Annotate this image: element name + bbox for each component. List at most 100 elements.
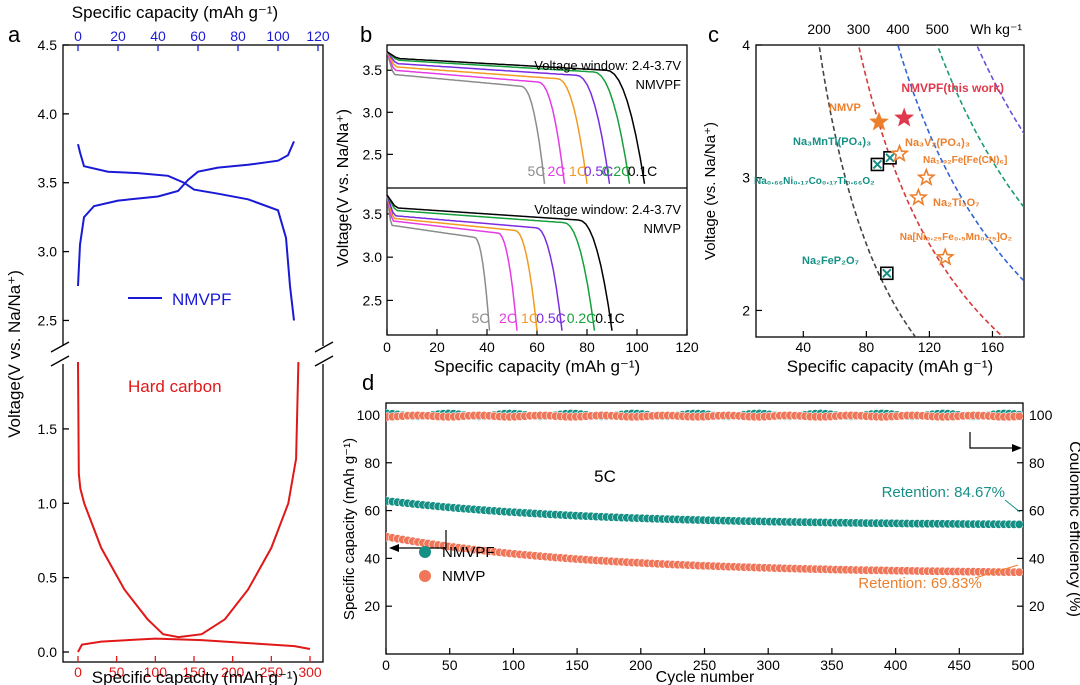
panel-a-left-axis: 2.5 3.0 3.5 4.0 4.5 0.0 0.5 1.0 1.5 xyxy=(38,37,69,660)
panel-d-rate: 5C xyxy=(594,467,616,486)
label-na2ti3o7: Na₂Ti₃O₇ xyxy=(933,197,980,209)
c-energy-tick-label: 300 xyxy=(847,21,871,37)
a-top-tick-label: 40 xyxy=(150,28,166,44)
b-x-tick-label: 40 xyxy=(479,339,495,355)
panel-b-window-top: Voltage window: 2.4-3.7V xyxy=(534,58,681,73)
b-curve-nmvpf-0.1C xyxy=(386,51,646,184)
panel-a-letter: a xyxy=(8,22,21,47)
b-y-tick-label: 2.5 xyxy=(363,292,383,308)
c-point-box-x xyxy=(885,153,895,163)
panel-d-ylabel: Specific capacity (mAh g⁻¹) xyxy=(341,438,358,620)
b-y-tick-label: 2.5 xyxy=(363,146,383,162)
retention-nmvpf-pointer xyxy=(1004,499,1021,513)
panel-a-xlabel: Specific capacity (mAh g⁻¹) xyxy=(92,668,298,685)
panel-a-ylabel: Voltage(V vs. Na/Na⁺) xyxy=(5,270,24,438)
a-bottom-tick-label: 50 xyxy=(109,664,125,680)
b-x-tick-label: 0 xyxy=(383,339,391,355)
panel-d-frame xyxy=(385,402,1024,655)
a-bottom-tick-label: 200 xyxy=(221,664,245,680)
panel-d-axes: 0 50 100 150 200 250 300 350 400 450 500 20 40 60 80 10… xyxy=(357,407,1053,673)
b-rate-label: 1C xyxy=(521,310,539,326)
b-rate-label: 0.2C xyxy=(602,163,632,179)
panel-a-top-xlabel: Specific capacity (mAh g⁻¹) xyxy=(72,3,278,22)
panel-c-point-labels: NMVPF(this work) NMVP Na₃MnTi(PO₄)₃ Na₀.… xyxy=(754,81,1012,267)
b-rate-label: 0.5C xyxy=(536,310,566,326)
b-curve-nmvpf-0.2C xyxy=(386,51,631,184)
energy-contour-600 xyxy=(975,45,1024,135)
axis-break-gap xyxy=(55,346,330,364)
hard-carbon-discharge-curve xyxy=(77,637,311,653)
panel-a-top-axis: 0 20 40 60 80 100 120 xyxy=(74,28,330,51)
a-y-tick-label: 3.5 xyxy=(38,175,58,191)
label-nmvp: NMVP xyxy=(829,102,861,114)
b-curve-nmvpf-0.5C xyxy=(386,51,611,184)
panel-b-ylabel: Voltage(V vs. Na/Na⁺) xyxy=(335,109,352,267)
panel-a-curves xyxy=(77,141,311,653)
panel-d: d 0 50 100 150 200 250 300 350 400 450 500 20 40 60 80… xyxy=(341,370,1080,685)
label-na192fe: Na₁.₉₂Fe[Fe(CN)₆] xyxy=(923,155,1007,166)
panel-c-ylabel: Voltage (vs. Na/Na⁺) xyxy=(702,122,719,260)
c-point-star-open xyxy=(935,247,955,266)
legend-nmvpf-marker xyxy=(419,546,431,558)
c-y-tick-label: 4 xyxy=(742,37,750,53)
a-y-tick-label: 2.5 xyxy=(38,312,58,328)
panel-d-points xyxy=(386,408,1023,577)
legend-d-nmvp: NMVP xyxy=(442,568,485,585)
panel-c-frame xyxy=(755,44,1025,338)
d-y2-tick-label: 40 xyxy=(1029,550,1045,566)
a-bottom-tick-label: 300 xyxy=(298,664,322,680)
b-curve-nmvp-0.1C xyxy=(386,194,613,331)
d-y-tick-label: 100 xyxy=(357,407,381,423)
panel-d-letter: d xyxy=(362,370,374,395)
d-capacity-point-nmvp xyxy=(1014,567,1023,577)
b-rate-label: 5C xyxy=(472,310,490,326)
a-top-tick-label: 80 xyxy=(230,28,246,44)
c-point-star-open xyxy=(916,167,937,187)
energy-contour-200 xyxy=(818,45,917,337)
hard-carbon-charge-curve xyxy=(77,361,300,639)
c-energy-tick-label: 400 xyxy=(886,21,910,37)
a-top-tick-label: 60 xyxy=(190,28,206,44)
a-top-tick-label: 20 xyxy=(110,28,126,44)
axis-break-mark-right xyxy=(314,355,334,367)
d-y-tick-label: 40 xyxy=(364,550,380,566)
panel-c-energy-ticks: 200 300 400 500 xyxy=(807,21,949,37)
b-y-tick-label: 3.5 xyxy=(363,206,383,222)
label-nani: Na[Ni₀.₂₅Fe₀.₅Mn₀.₂₅]O₂ xyxy=(900,232,1012,243)
energy-contour-300 xyxy=(857,45,1005,337)
retention-nmvp: Retention: 69.83% xyxy=(858,575,981,592)
legend-hard-carbon-label: Hard carbon xyxy=(128,377,222,396)
b-rate-label: 1C xyxy=(569,163,587,179)
c-point-star-open xyxy=(889,143,910,163)
panel-b-axes: 0 20 40 60 80 100 120 2.5 3.0 3.5 2.5 3.0 3.5 xyxy=(363,62,699,355)
panel-c: c 40 80 120 160 2 3 4 200 300 400 500 Wh kg⁻¹ NMV… xyxy=(702,21,1025,376)
d-capacity-point-nmvpf xyxy=(1014,519,1023,529)
label-na3mnti: Na₃MnTi(PO₄)₃ xyxy=(793,136,871,148)
arrow-right-axis xyxy=(969,432,1016,449)
panel-c-energy-contours xyxy=(818,45,1024,337)
d-x-tick-label: 450 xyxy=(948,657,972,673)
axis-break-mark-left xyxy=(50,341,70,353)
b-curve-nmvp-1C xyxy=(386,194,538,331)
b-x-tick-label: 100 xyxy=(625,339,649,355)
d-x-tick-label: 200 xyxy=(629,657,653,673)
panel-b: b 0 20 40 60 80 100 120 2.5 3.0 3.5 2.5 3.0 3.5 Volt… xyxy=(335,22,699,376)
panel-b-curves xyxy=(386,51,646,331)
panel-d-xlabel: Cycle number xyxy=(656,669,755,685)
b-rate-label: 5C xyxy=(528,163,546,179)
axis-break-mark-left xyxy=(50,355,70,367)
panel-c-energy-unit: Wh kg⁻¹ xyxy=(970,21,1022,37)
a-y-tick-label: 4.0 xyxy=(38,106,58,122)
label-nmvpf-this-work: NMVPF(this work) xyxy=(901,81,1004,95)
panel-b-name-bottom: NMVP xyxy=(643,221,681,236)
b-x-tick-label: 60 xyxy=(529,339,545,355)
c-y-tick-label: 3 xyxy=(742,170,750,186)
arrow-right-axis-head xyxy=(1012,444,1022,452)
nmvpf-charge-curve xyxy=(77,141,295,287)
b-curve-nmvp-5C xyxy=(386,194,491,331)
panel-b-letter: b xyxy=(360,22,372,47)
d-y2-tick-label: 80 xyxy=(1029,455,1045,471)
d-ce-point-nmvp xyxy=(1014,411,1023,421)
d-x-tick-label: 100 xyxy=(502,657,526,673)
